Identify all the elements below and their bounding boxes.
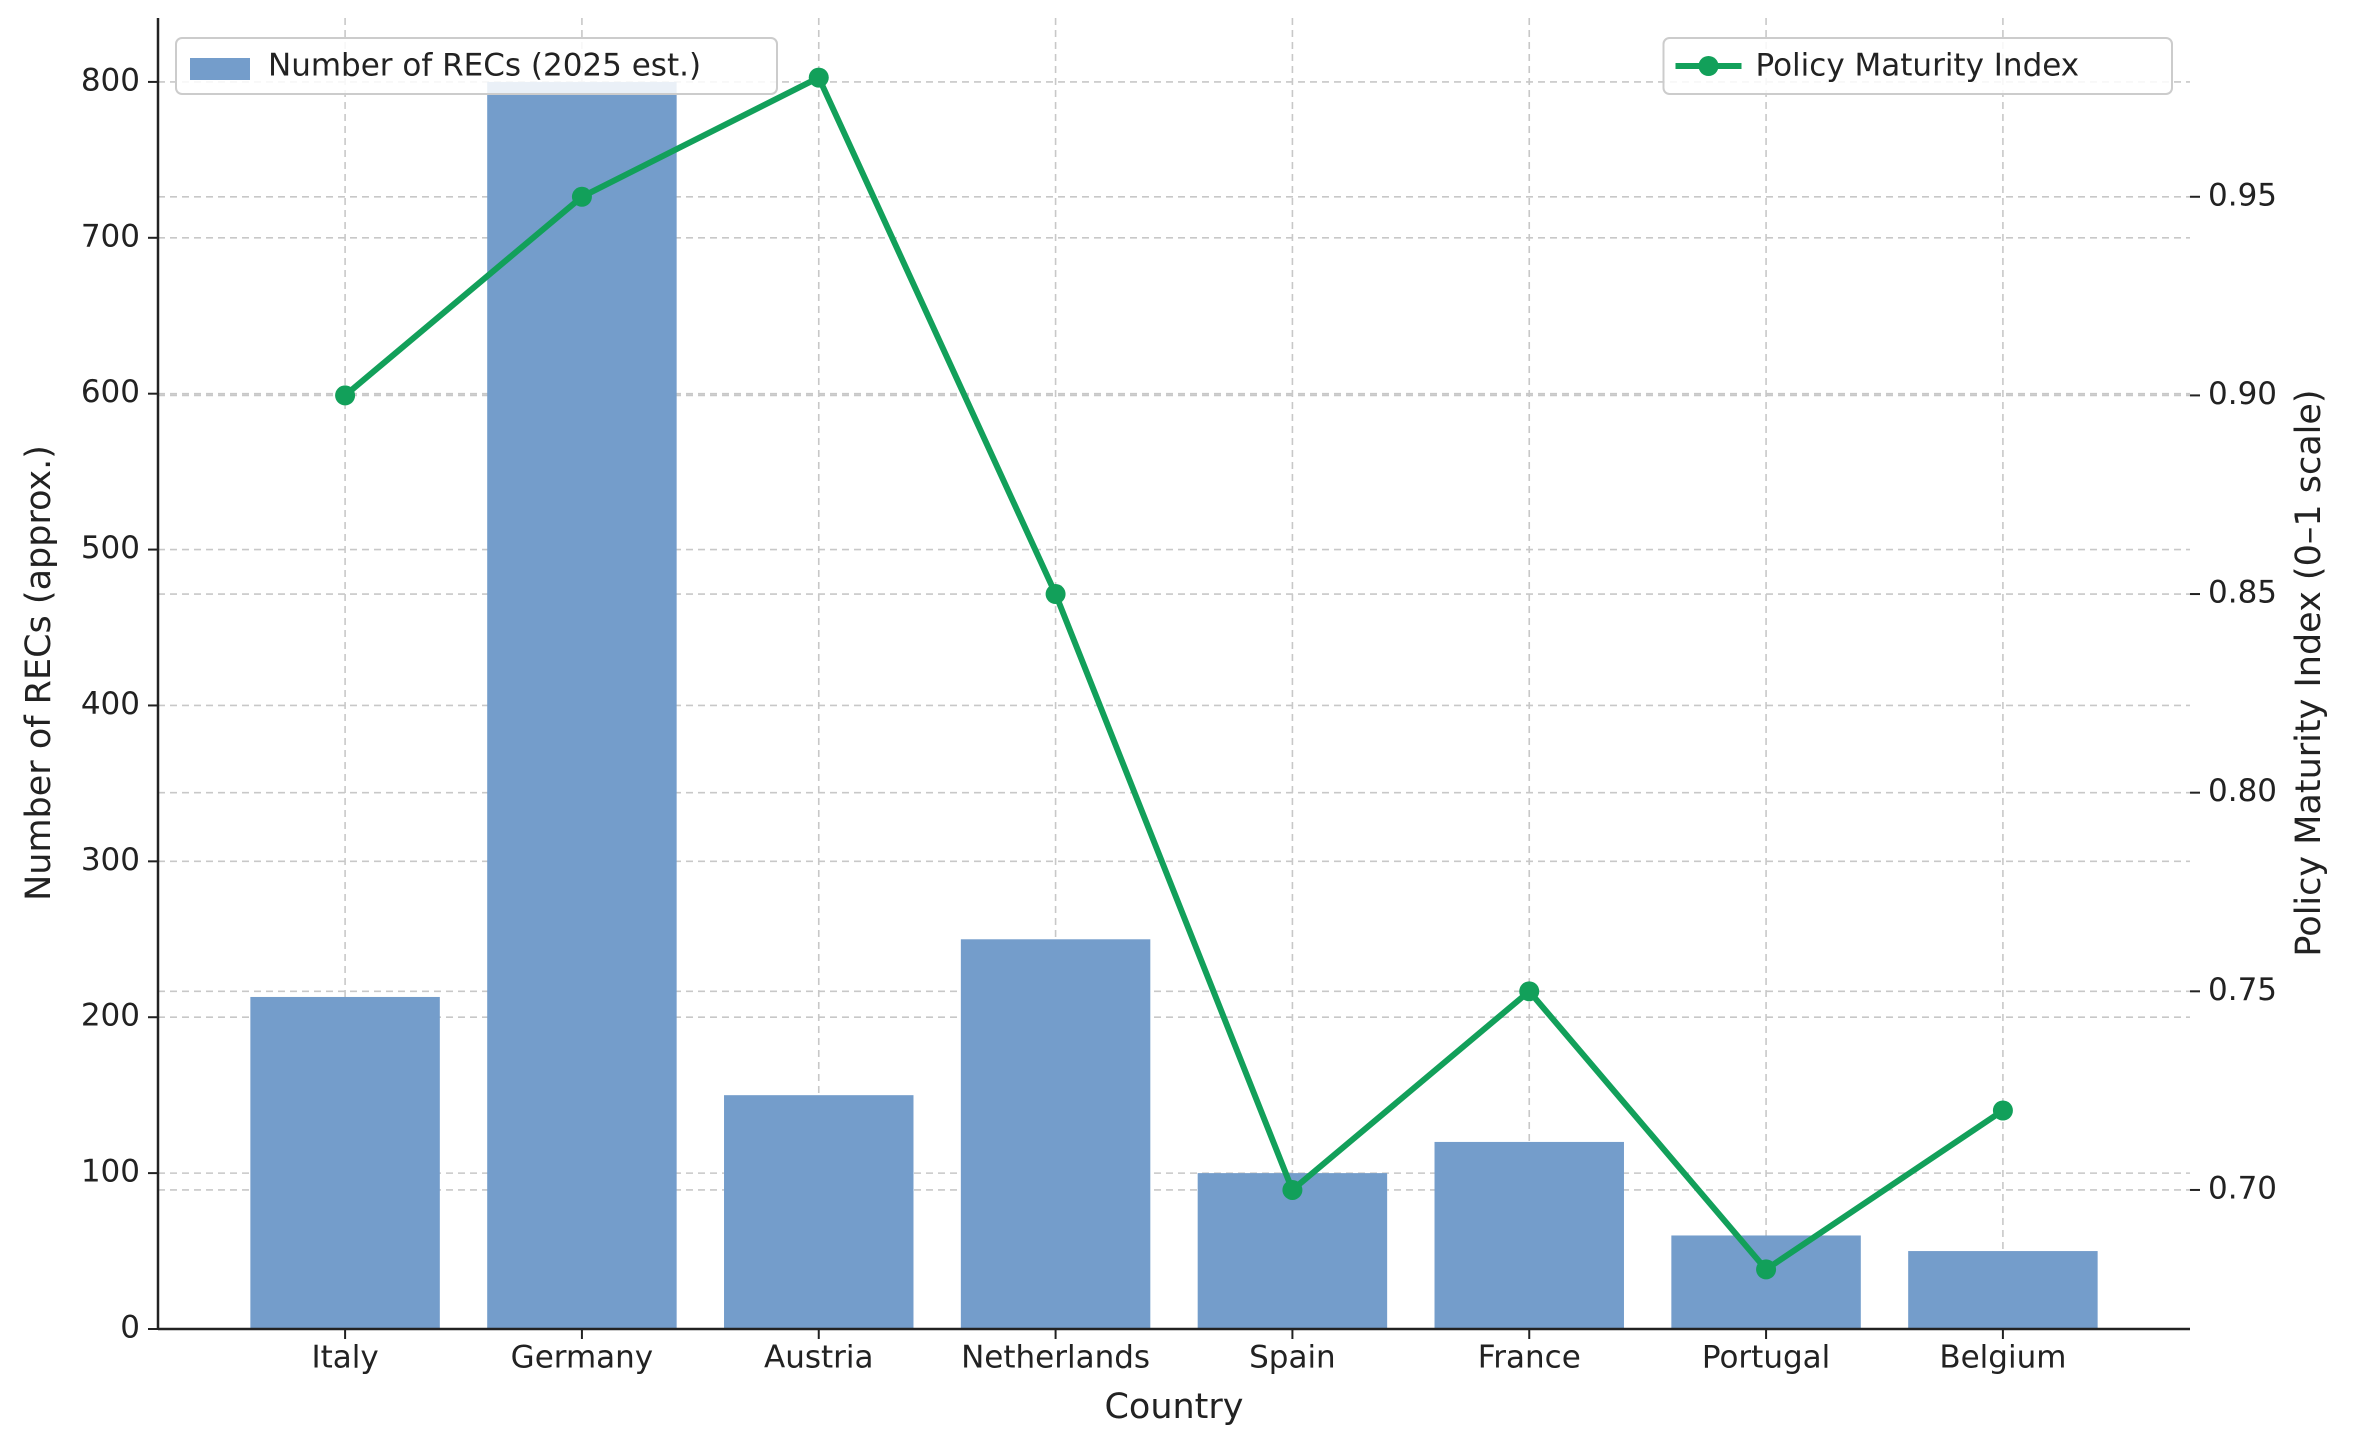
y-tick-label: 700 bbox=[81, 218, 140, 254]
y-tick-label: 800 bbox=[81, 62, 140, 98]
legend-label: Policy Maturity Index bbox=[1756, 48, 2080, 84]
marker bbox=[808, 67, 829, 88]
x-tick-label: France bbox=[1478, 1340, 1581, 1376]
bar bbox=[250, 996, 440, 1329]
x-axis-label: Country bbox=[1104, 1387, 1243, 1427]
y-tick-label: 200 bbox=[81, 998, 140, 1034]
bar bbox=[1434, 1141, 1624, 1329]
marker bbox=[1045, 584, 1066, 605]
legend-label: Number of RECs (2025 est.) bbox=[268, 48, 701, 84]
y-tick-label: 600 bbox=[81, 374, 140, 410]
x-tick-label: Belgium bbox=[1939, 1340, 2066, 1376]
y-axis-label: Number of RECs (approx.) bbox=[19, 445, 59, 901]
y2-tick-label: 0.95 bbox=[2208, 177, 2277, 213]
x-tick-label: Germany bbox=[511, 1340, 653, 1376]
legend-box bbox=[1662, 37, 2173, 95]
marker bbox=[1992, 1100, 2013, 1121]
x-tick-label: Netherlands bbox=[961, 1340, 1150, 1376]
x-tick-label: Italy bbox=[311, 1340, 378, 1376]
marker bbox=[1282, 1179, 1303, 1200]
y2-axis-label: Policy Maturity Index (0–1 scale) bbox=[2289, 389, 2329, 956]
x-tick-label: Portugal bbox=[1702, 1340, 1830, 1376]
marker bbox=[571, 186, 592, 207]
x-tick-label: Spain bbox=[1249, 1340, 1336, 1376]
y-tick-label: 100 bbox=[81, 1154, 140, 1190]
marker bbox=[1756, 1259, 1777, 1280]
y2-tick-label: 0.75 bbox=[2208, 972, 2277, 1008]
line bbox=[343, 74, 2005, 1273]
marker bbox=[335, 385, 356, 406]
marker bbox=[1519, 981, 1540, 1002]
legend-swatch bbox=[1698, 56, 1719, 76]
y2-tick-label: 0.90 bbox=[2208, 376, 2277, 412]
bar bbox=[960, 939, 1151, 1329]
bar bbox=[1671, 1235, 1861, 1329]
legend-box bbox=[175, 37, 778, 95]
x-tick-label: Austria bbox=[764, 1340, 874, 1376]
bar bbox=[724, 1095, 914, 1329]
y2-tick-label: 0.80 bbox=[2208, 773, 2277, 809]
y-tick-label: 300 bbox=[81, 842, 140, 878]
bar bbox=[487, 81, 677, 1329]
y-tick-label: 400 bbox=[81, 686, 140, 722]
legend-swatch bbox=[190, 58, 250, 80]
y-tick-label: 500 bbox=[81, 530, 140, 566]
y-tick-label: 0 bbox=[120, 1310, 140, 1346]
bar bbox=[1908, 1251, 2098, 1329]
y2-tick-label: 0.70 bbox=[2208, 1170, 2277, 1206]
y2-tick-label: 0.85 bbox=[2208, 575, 2277, 611]
